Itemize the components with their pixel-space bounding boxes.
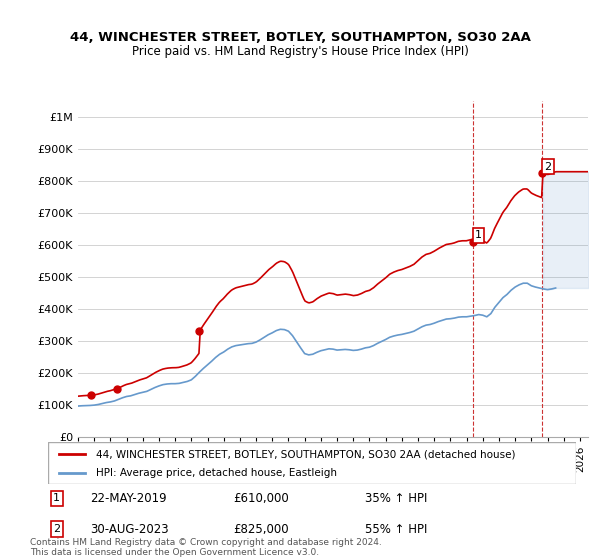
Text: Contains HM Land Registry data © Crown copyright and database right 2024.
This d: Contains HM Land Registry data © Crown c… (30, 538, 382, 557)
Text: 55% ↑ HPI: 55% ↑ HPI (365, 522, 427, 536)
Text: 30-AUG-2023: 30-AUG-2023 (90, 522, 169, 536)
Text: £610,000: £610,000 (233, 492, 289, 505)
Text: 22-MAY-2019: 22-MAY-2019 (90, 492, 167, 505)
Text: 35% ↑ HPI: 35% ↑ HPI (365, 492, 427, 505)
Text: Price paid vs. HM Land Registry's House Price Index (HPI): Price paid vs. HM Land Registry's House … (131, 45, 469, 58)
Text: 1: 1 (475, 230, 482, 240)
Text: 44, WINCHESTER STREET, BOTLEY, SOUTHAMPTON, SO30 2AA: 44, WINCHESTER STREET, BOTLEY, SOUTHAMPT… (70, 31, 530, 44)
Text: £825,000: £825,000 (233, 522, 289, 536)
FancyBboxPatch shape (48, 442, 576, 484)
Text: 2: 2 (53, 524, 61, 534)
Text: HPI: Average price, detached house, Eastleigh: HPI: Average price, detached house, East… (95, 468, 337, 478)
Text: 44, WINCHESTER STREET, BOTLEY, SOUTHAMPTON, SO30 2AA (detached house): 44, WINCHESTER STREET, BOTLEY, SOUTHAMPT… (95, 449, 515, 459)
Text: 2: 2 (544, 162, 551, 171)
Text: 1: 1 (53, 493, 60, 503)
